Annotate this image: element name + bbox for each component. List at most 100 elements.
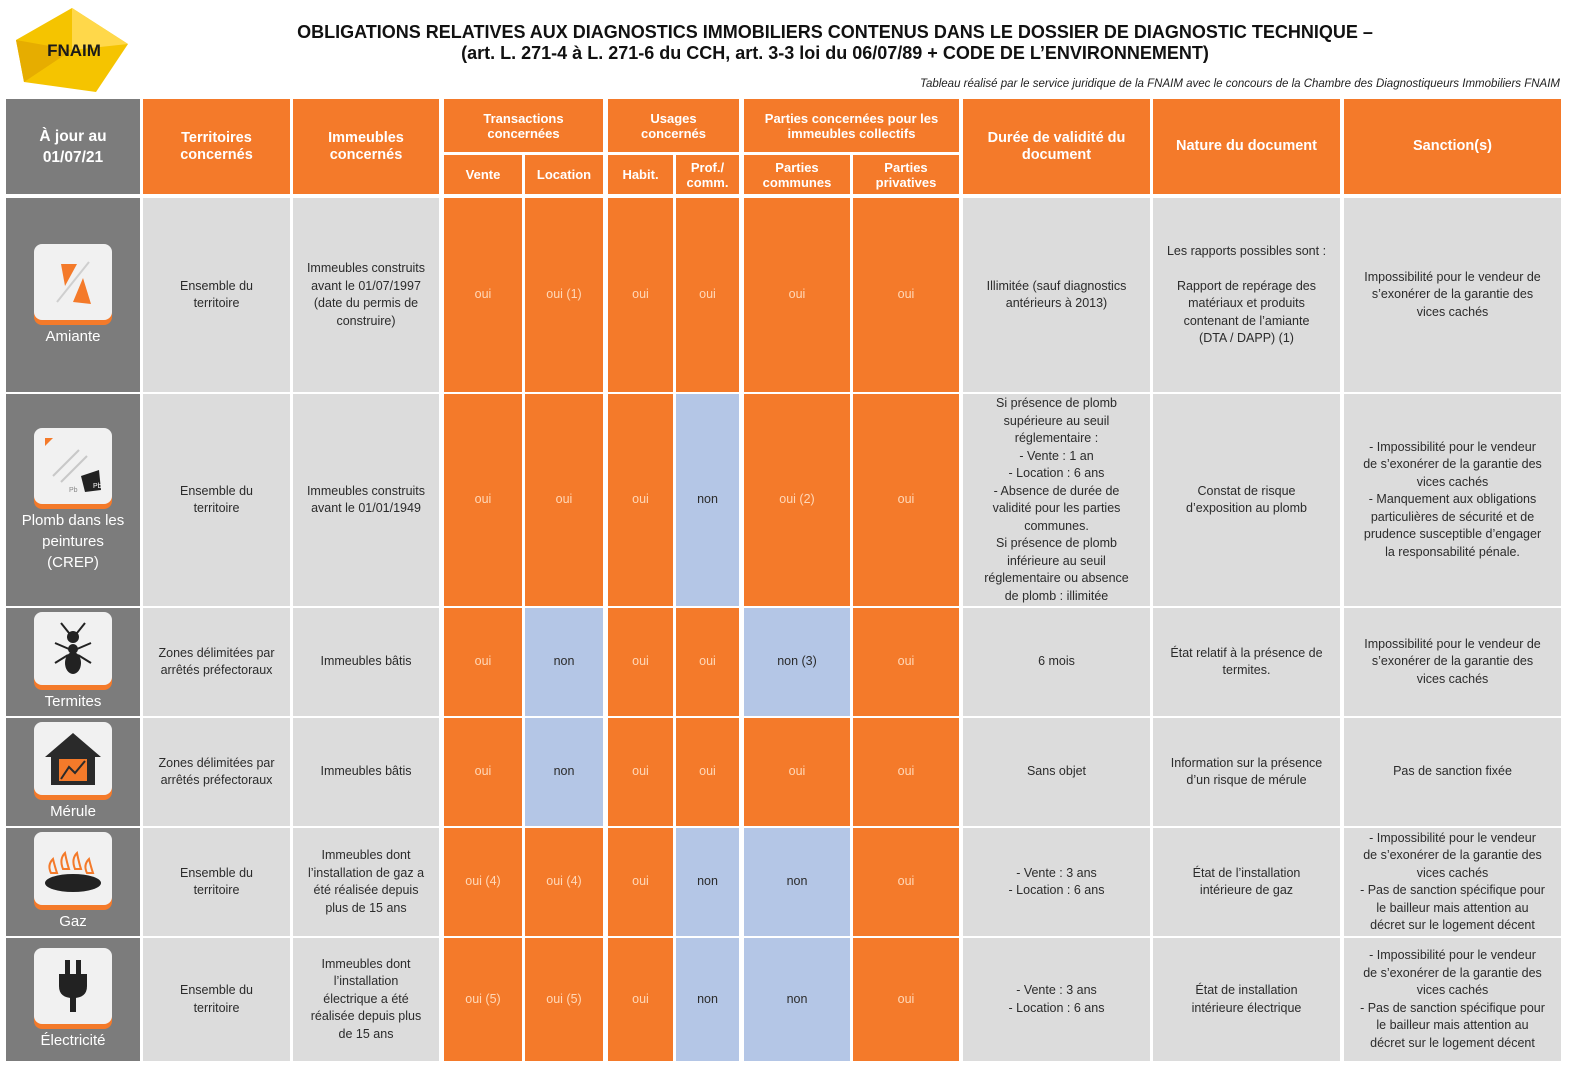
nature-cell: État relatif à la présence de termites. <box>1153 608 1340 716</box>
diagnostics-table: À jour au 01/07/21 Territoires concernés I… <box>6 99 1561 1061</box>
row-name: Électricité <box>40 1032 106 1049</box>
vente-cell: oui <box>444 394 522 606</box>
duree-cell: 6 mois <box>963 608 1150 716</box>
territoires-cell: Ensemble du territoire <box>143 828 290 936</box>
habit-cell: oui <box>608 828 673 936</box>
duree-cell: - Vente : 3 ans - Location : 6 ans <box>963 828 1150 936</box>
nature-cell: État de installation intérieure électriq… <box>1153 938 1340 1061</box>
page-subtitle: Tableau réalisé par le service juridique… <box>919 78 1560 90</box>
duree-cell: Sans objet <box>963 718 1150 826</box>
location-cell: non <box>525 608 603 716</box>
privatives-cell: oui <box>853 608 959 716</box>
fnaim-logo: FNAIM <box>14 6 130 94</box>
communes-cell: oui <box>744 718 850 826</box>
prof-cell: non <box>676 828 739 936</box>
habit-cell: oui <box>608 938 673 1061</box>
vente-cell: oui (5) <box>444 938 522 1061</box>
asbestos-icon <box>34 243 112 320</box>
duree-cell: Si présence de plomb supérieure au seuil… <box>963 394 1150 606</box>
header-duree: Durée de validité du document <box>963 99 1150 194</box>
vente-cell: oui (4) <box>444 828 522 936</box>
header-immeubles: Immeubles concernés <box>293 99 439 194</box>
nature-cell: Les rapports possibles sont : Rapport de… <box>1153 198 1340 392</box>
communes-cell: non <box>744 938 850 1061</box>
territoires-cell: Zones délimitées par arrêtés préfectorau… <box>143 608 290 716</box>
row-name: Termites <box>44 693 102 710</box>
row-name: Mérule <box>50 803 96 820</box>
nature-cell: Information sur la présence d’un risque … <box>1153 718 1340 826</box>
nature-cell: État de l’installation intérieure de gaz <box>1153 828 1340 936</box>
immeubles-cell: Immeubles bâtis <box>293 608 439 716</box>
header-date: À jour au 01/07/21 <box>6 99 140 194</box>
habit-cell: oui <box>608 198 673 392</box>
communes-cell: non <box>744 828 850 936</box>
header-habit: Habit. <box>608 155 673 194</box>
prof-cell: oui <box>676 608 739 716</box>
duree-cell: Illimitée (sauf diagnostics antérieurs à… <box>963 198 1150 392</box>
location-cell: oui (1) <box>525 198 603 392</box>
privatives-cell: oui <box>853 938 959 1061</box>
habit-cell: oui <box>608 608 673 716</box>
habit-cell: oui <box>608 394 673 606</box>
immeubles-cell: Immeubles dont l’installation électrique… <box>293 938 439 1061</box>
row-name: Plomb dans les peintures (CREP) <box>21 511 125 571</box>
nature-cell: Constat de risque d’exposition au plomb <box>1153 394 1340 606</box>
sanction-cell: Pas de sanction fixée <box>1344 718 1561 826</box>
row-name: Gaz <box>59 913 87 930</box>
row-label-1: Pb Pb Plomb dans les peintures (CREP) <box>6 394 140 606</box>
location-cell: oui (5) <box>525 938 603 1061</box>
page-title: OBLIGATIONS RELATIVES AUX DIAGNOSTICS IM… <box>200 22 1470 64</box>
row-name: Amiante <box>45 327 101 345</box>
termite-icon <box>34 612 112 685</box>
immeubles-cell: Immeubles bâtis <box>293 718 439 826</box>
territoires-cell: Zones délimitées par arrêtés préfectorau… <box>143 718 290 826</box>
prof-cell: non <box>676 394 739 606</box>
merule-house-icon <box>34 722 112 795</box>
row-label-5: Électricité <box>6 938 140 1061</box>
immeubles-cell: Immeubles construits avant le 01/07/1997… <box>293 198 439 392</box>
vente-cell: oui <box>444 608 522 716</box>
header-territoires: Territoires concernés <box>143 99 290 194</box>
title-line-1: OBLIGATIONS RELATIVES AUX DIAGNOSTICS IM… <box>297 22 1373 42</box>
header-vente: Vente <box>444 155 522 194</box>
svg-text:Pb: Pb <box>69 487 78 494</box>
row-label-0: Amiante <box>6 198 140 392</box>
immeubles-cell: Immeubles dont l’installation de gaz a é… <box>293 828 439 936</box>
vente-cell: oui <box>444 718 522 826</box>
sanction-cell: Impossibilité pour le vendeur de s’exoné… <box>1344 198 1561 392</box>
header-prof: Prof./ comm. <box>676 155 739 194</box>
sanction-cell: Impossibilité pour le vendeur de s’exoné… <box>1344 608 1561 716</box>
header-parties: Parties concernées pour les immeubles co… <box>744 99 959 152</box>
gas-burner-icon <box>34 832 112 905</box>
privatives-cell: oui <box>853 828 959 936</box>
row-label-3: Mérule <box>6 718 140 826</box>
header-communes: Parties communes <box>744 155 850 194</box>
header-sanction: Sanction(s) <box>1344 99 1561 194</box>
electric-plug-icon <box>34 948 112 1024</box>
duree-cell: - Vente : 3 ans - Location : 6 ans <box>963 938 1150 1061</box>
location-cell: non <box>525 718 603 826</box>
svg-text:Pb: Pb <box>93 483 102 490</box>
location-cell: oui <box>525 394 603 606</box>
prof-cell: non <box>676 938 739 1061</box>
location-cell: oui (4) <box>525 828 603 936</box>
header-location: Location <box>525 155 603 194</box>
header-transactions: Transactions concernées <box>444 99 603 152</box>
privatives-cell: oui <box>853 394 959 606</box>
prof-cell: oui <box>676 718 739 826</box>
title-line-2: (art. L. 271-4 à L. 271-6 du CCH, art. 3… <box>461 43 1209 63</box>
header-privatives: Parties privatives <box>853 155 959 194</box>
header-nature: Nature du document <box>1153 99 1340 194</box>
immeubles-cell: Immeubles construits avant le 01/01/1949 <box>293 394 439 606</box>
vente-cell: oui <box>444 198 522 392</box>
habit-cell: oui <box>608 718 673 826</box>
privatives-cell: oui <box>853 718 959 826</box>
prof-cell: oui <box>676 198 739 392</box>
sanction-cell: - Impossibilité pour le vendeur de s’exo… <box>1344 394 1561 606</box>
privatives-cell: oui <box>853 198 959 392</box>
logo-text: FNAIM <box>47 41 101 60</box>
communes-cell: oui (2) <box>744 394 850 606</box>
territoires-cell: Ensemble du territoire <box>143 394 290 606</box>
territoires-cell: Ensemble du territoire <box>143 938 290 1061</box>
communes-cell: oui <box>744 198 850 392</box>
